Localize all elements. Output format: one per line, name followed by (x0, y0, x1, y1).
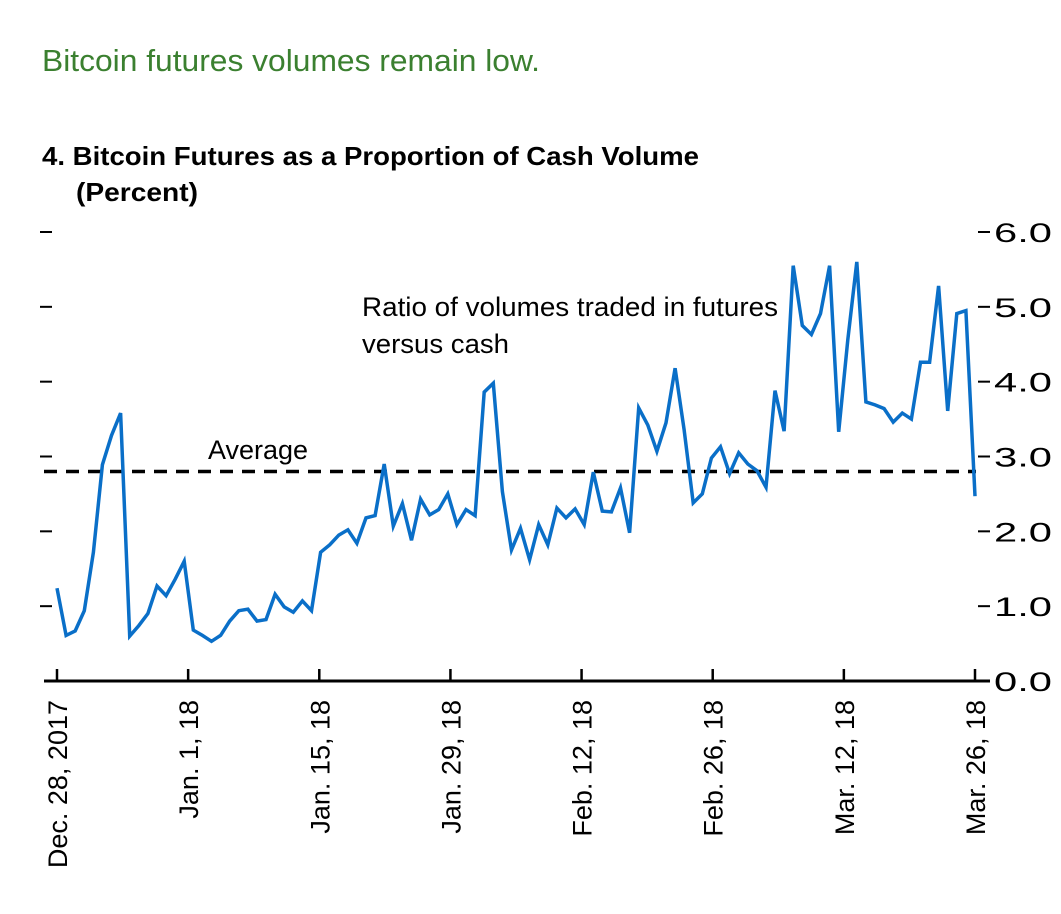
y-tick-label: 2.0 (994, 517, 1052, 547)
headline: Bitcoin futures volumes remain low. (42, 43, 540, 78)
y-tick-label: 1.0 (994, 592, 1052, 622)
x-tick-label: Dec. 28, 2017 (43, 700, 73, 868)
x-tick-label: Jan. 15, 18 (305, 700, 335, 834)
x-tick-label: Jan. 29, 18 (436, 700, 466, 834)
average-label: Average (208, 435, 308, 465)
y-tick-label: 0.0 (994, 667, 1052, 697)
x-tick-label: Mar. 12, 18 (830, 700, 860, 835)
y-tick-label: 6.0 (994, 218, 1052, 248)
annotation-line-1: Ratio of volumes traded in futures (362, 292, 778, 322)
x-tick-label: Mar. 26, 18 (961, 700, 991, 835)
y-tick-label: 4.0 (994, 368, 1052, 398)
chart-subtitle: (Percent) (76, 177, 198, 207)
x-axis: Dec. 28, 2017 Jan. 1, 18 Jan. 15, 18 Jan. 2… (43, 669, 991, 868)
y-tick-label: 3.0 (994, 443, 1052, 473)
y-axis: 0.0 1.0 2.0 3.0 4.0 5.0 6.0 (978, 218, 1052, 697)
x-tick-label: Feb. 26, 18 (699, 700, 729, 837)
annotation-line-2: versus cash (362, 329, 509, 359)
chart-title: 4. Bitcoin Futures as a Proportion of Ca… (42, 141, 699, 171)
y-tick-label: 5.0 (994, 293, 1052, 323)
left-tick-marks (40, 232, 52, 606)
x-tick-label: Feb. 12, 18 (568, 700, 598, 837)
x-tick-label: Jan. 1, 18 (174, 700, 204, 819)
